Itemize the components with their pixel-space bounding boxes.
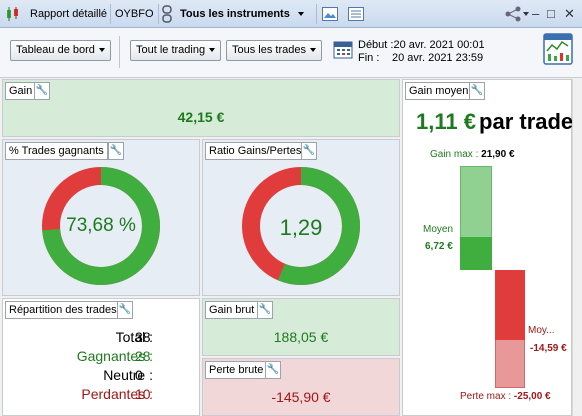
dashboard-label: Tableau de bord	[16, 44, 95, 56]
wrench-icon[interactable]: 🔧	[469, 82, 485, 100]
gain-value: 42,15 €	[177, 109, 225, 125]
chevron-down-icon	[98, 48, 105, 53]
maximize-button[interactable]: □	[547, 6, 555, 21]
instruments-label: Tous les instruments	[180, 8, 290, 20]
trading-filter-label: Tout le trading	[136, 44, 206, 56]
gain-brut-panel: Gain brut 🔧 188,05 €	[202, 298, 400, 356]
repartition-row: Gagnantes :28	[3, 348, 153, 364]
perte-brute-value: -145,90 €	[271, 389, 331, 405]
perte-max-value: -25,00 €	[513, 391, 551, 402]
repartition-label: Total :	[115, 329, 153, 345]
panel-title: Gain	[5, 82, 37, 100]
trades-filter-label: Tous les trades	[232, 44, 306, 56]
gain-moyen-suffix: par trade	[479, 109, 574, 134]
end-label: Fin :	[358, 52, 380, 64]
win-rate-label: 73,68 %	[66, 215, 136, 236]
repartition-value: 38	[135, 329, 151, 345]
end-date: 20 avr. 2021 23:59	[392, 52, 484, 64]
start-label: Début :	[358, 39, 394, 51]
trades-filter-dropdown[interactable]: Tous les trades	[226, 40, 322, 61]
wrench-icon[interactable]: 🔧	[301, 142, 317, 160]
donut-value-arc	[242, 167, 360, 285]
gain-panel: Gain 🔧 42,15 €	[2, 79, 400, 137]
panel-title: Répartition des trades	[5, 301, 121, 319]
separator	[158, 4, 159, 24]
start-date: 20 avr. 2021 00:01	[393, 39, 485, 51]
wrench-icon[interactable]: 🔧	[108, 142, 124, 160]
repartition-row: Total :38	[3, 329, 153, 345]
list-icon[interactable]	[348, 7, 364, 21]
wrench-icon[interactable]: 🔧	[265, 361, 281, 379]
image-icon[interactable]	[322, 7, 338, 21]
repartition-label: Gagnantes :	[76, 348, 153, 364]
link-icon[interactable]	[161, 5, 173, 23]
panel-title: Gain brut	[205, 301, 259, 319]
dashboard-dropdown[interactable]: Tableau de bord	[10, 40, 111, 61]
donut-value-arc	[42, 167, 160, 285]
panel-title: Ratio Gains/Pertes	[205, 142, 306, 160]
panel-title: Perte brute	[205, 361, 268, 379]
gain-max-label: Gain max :	[430, 149, 479, 160]
account-label[interactable]: OYBFO	[115, 8, 154, 20]
loss-average-bar	[495, 270, 525, 340]
chevron-down-icon	[209, 48, 216, 53]
panel-title: % Trades gagnants	[5, 142, 108, 160]
gain-moyen-panel: Gain moyen 🔧 1,11 € par trade Gain max :…	[402, 79, 573, 416]
dashboard-chart-icon[interactable]	[543, 33, 573, 65]
separator	[119, 36, 120, 68]
panel-title: Gain moyen	[405, 82, 473, 100]
perte-brute-panel: Perte brute 🔧 -145,90 €	[202, 358, 400, 416]
repartition-value: 0	[135, 367, 143, 383]
repartition-label: Perdantes :	[81, 386, 153, 402]
ratio-donut	[242, 167, 360, 285]
gain-moyen-value: 1,11 €	[416, 109, 476, 134]
wrench-icon[interactable]: 🔧	[34, 82, 50, 100]
scrollbar[interactable]	[572, 79, 582, 416]
wrench-icon[interactable]: 🔧	[257, 301, 273, 319]
ratio-panel: Ratio Gains/Pertes 🔧 1,29	[202, 139, 400, 296]
gain-brut-value: 188,05 €	[273, 329, 329, 345]
dropdown-arrow-icon[interactable]	[523, 12, 529, 16]
candlestick-icon	[7, 7, 18, 21]
wrench-icon[interactable]: 🔧	[117, 301, 133, 319]
gain-average-bar	[460, 237, 492, 270]
repartition-panel: Répartition des trades 🔧 Total :38 Gagnan…	[2, 298, 200, 416]
ratio-label: 1,29	[279, 215, 323, 240]
loss-moy-value: -14,59 €	[530, 343, 567, 354]
chevron-down-icon	[297, 12, 304, 17]
share-icon[interactable]	[505, 6, 521, 22]
repartition-row: Neutre :0	[3, 367, 153, 383]
perte-max-label: Perte max :	[460, 391, 512, 402]
separator	[110, 4, 111, 24]
win-rate-panel: % Trades gagnants 🔧 73,68 %	[2, 139, 200, 296]
gain-max-value: 21,90 €	[481, 149, 515, 160]
repartition-label: Neutre :	[103, 367, 153, 383]
toolbar: Tableau de bord Tout le trading Tous les…	[0, 28, 582, 78]
win-rate-donut	[42, 167, 160, 285]
tab-report[interactable]: Rapport détaillé	[30, 8, 108, 20]
date-range[interactable]: Début :20 avr. 2021 00:01 Fin : 20 avr. 2…	[358, 39, 485, 65]
chevron-down-icon	[309, 48, 316, 53]
moyen-value: 6,72 €	[425, 241, 453, 252]
repartition-value: 28	[135, 348, 151, 364]
gain-moyen-headline: 1,11 € par trade	[416, 109, 573, 135]
calendar-icon[interactable]	[333, 39, 353, 59]
moyen-label: Moyen	[423, 224, 454, 235]
minimize-button[interactable]: ‒	[532, 6, 540, 21]
instruments-dropdown[interactable]: Tous les instruments	[180, 0, 304, 28]
perte-max: Perte max : -25,00 €	[460, 391, 551, 402]
repartition-value: 10	[135, 386, 151, 402]
trading-filter-dropdown[interactable]: Tout le trading	[130, 40, 222, 61]
gain-max: Gain max : 21,90 €	[430, 149, 515, 160]
repartition-row: Perdantes :10	[3, 386, 153, 402]
title-bar: Rapport détaillé OYBFO Tous les instrume…	[0, 0, 582, 28]
loss-moy-label: Moy...	[528, 325, 555, 336]
close-button[interactable]: ✕	[564, 6, 575, 21]
separator	[316, 4, 317, 24]
